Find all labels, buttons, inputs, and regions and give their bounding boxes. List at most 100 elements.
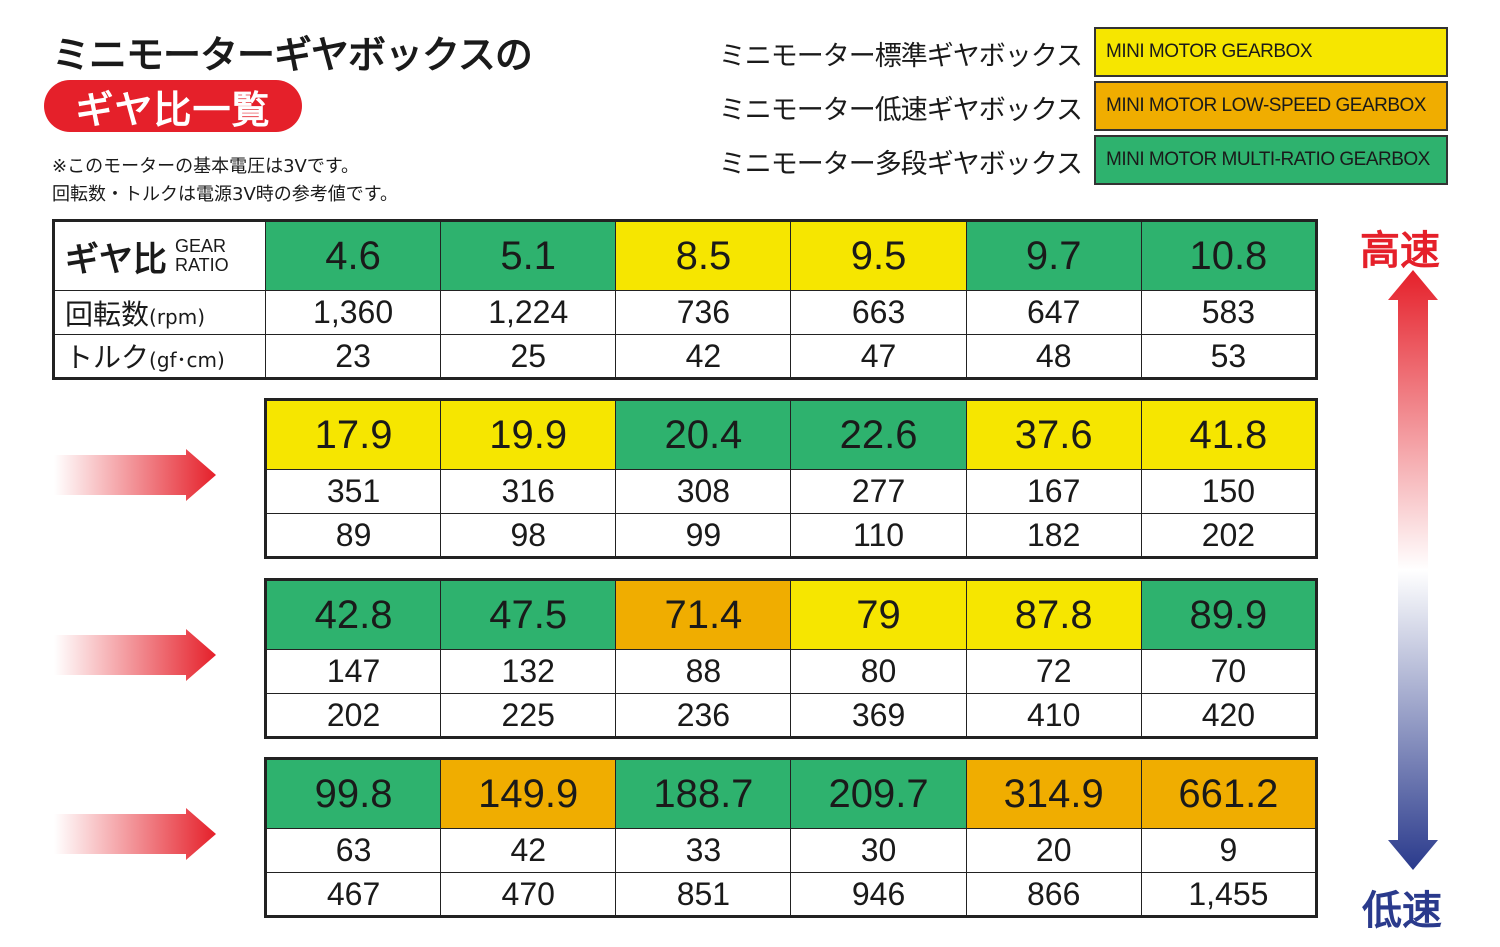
gear-en-line1: GEAR [175,236,227,256]
ratio-cell: 20.4 [615,399,792,470]
ratio-cell: 209.7 [790,758,967,829]
ratio-cell: 8.5 [615,220,792,291]
rpm-cell: 316 [440,469,617,514]
torque-cell: 866 [965,872,1142,917]
ratio-cell: 71.4 [615,579,792,650]
high-speed-label: 高速 [1360,228,1440,274]
torque-cell: 236 [615,693,792,738]
torque-cell: 98 [440,513,617,558]
ratio-cell: 9.5 [790,220,967,291]
torque-cell: 48 [965,334,1142,379]
ratio-cell: 19.9 [440,399,617,470]
ratio-cell: 5.1 [440,220,617,291]
rpm-cell: 72 [965,649,1142,694]
ratio-cell: 22.6 [790,399,967,470]
torque-cell: 42 [615,334,792,379]
voltage-note: ※このモーターの基本電圧は3Vです。 [52,156,360,177]
torque-cell: 851 [615,872,792,917]
gear-table-2: 17.9 19.9 20.4 22.6 37.6 41.8 351 316 308 277 167 1… [264,398,1318,559]
torque-cell: 99 [615,513,792,558]
ratio-cell: 661.2 [1140,758,1318,829]
rpm-cell: 88 [615,649,792,694]
torque-cell: 89 [264,513,442,558]
torque-label: トルク [65,341,150,374]
ratio-cell: 99.8 [264,758,442,829]
rpm-cell: 167 [965,469,1142,514]
ratio-cell: 17.9 [264,399,442,470]
torque-cell: 1,455 [1140,872,1318,917]
legend-low-speed-box: MINI MOTOR LOW-SPEED GEARBOX [1094,81,1448,131]
continue-arrow-icon [54,449,216,501]
rpm-cell: 9 [1140,828,1318,873]
speed-gradient-arrow-icon [1388,270,1438,870]
torque-cell: 202 [264,693,442,738]
gear-ratio-label: ギヤ比 [65,239,167,280]
ratio-cell: 314.9 [965,758,1142,829]
torque-cell: 53 [1140,334,1318,379]
ratio-cell: 47.5 [440,579,617,650]
page-title: ミニモーターギヤボックスの [52,33,533,77]
ratio-cell: 79 [790,579,967,650]
page-subtitle-badge: ギヤ比一覧 [44,80,302,132]
torque-unit: (gf･cm) [149,348,225,372]
rpm-cell: 63 [264,828,442,873]
ratio-cell: 188.7 [615,758,792,829]
legend-standard-label: ミニモーター標準ギヤボックス [718,41,1083,72]
torque-cell: 25 [440,334,617,379]
legend-standard-box: MINI MOTOR GEARBOX [1094,27,1448,77]
torque-header: トルク(gf･cm) [53,334,266,379]
ratio-cell: 149.9 [440,758,617,829]
rpm-cell: 277 [790,469,967,514]
rpm-cell: 42 [440,828,617,873]
rpm-cell: 30 [790,828,967,873]
ratio-cell: 4.6 [264,220,442,291]
torque-cell: 47 [790,334,967,379]
rpm-cell: 147 [264,649,442,694]
rpm-unit: (rpm) [149,304,206,329]
torque-cell: 182 [965,513,1142,558]
rpm-cell: 150 [1140,469,1318,514]
torque-cell: 369 [790,693,967,738]
gear-table-3: 42.8 47.5 71.4 79 87.8 89.9 147 132 88 80 72 70 202 2… [264,578,1318,739]
rpm-cell: 663 [790,290,967,335]
rpm-cell: 351 [264,469,442,514]
torque-cell: 420 [1140,693,1318,738]
rpm-label: 回転数 [65,297,150,331]
continue-arrow-icon [54,808,216,860]
legend-multi-ratio-box: MINI MOTOR MULTI-RATIO GEARBOX [1094,135,1448,185]
legend-low-speed-label: ミニモーター低速ギヤボックス [718,95,1083,126]
torque-cell: 467 [264,872,442,917]
rpm-cell: 80 [790,649,967,694]
torque-cell: 110 [790,513,967,558]
rpm-cell: 1,360 [264,290,442,335]
ratio-cell: 42.8 [264,579,442,650]
torque-cell: 946 [790,872,967,917]
torque-cell: 202 [1140,513,1318,558]
gear-ratio-en-label: GEAR RATIO [175,237,229,275]
rpm-cell: 1,224 [440,290,617,335]
torque-cell: 23 [264,334,442,379]
ratio-cell: 41.8 [1140,399,1318,470]
rpm-cell: 33 [615,828,792,873]
rpm-cell: 70 [1140,649,1318,694]
ratio-cell: 87.8 [965,579,1142,650]
ratio-cell: 89.9 [1140,579,1318,650]
gear-ratio-header: ギヤ比 GEAR RATIO [53,220,266,291]
gear-table-1: ギヤ比 GEAR RATIO 4.6 5.1 8.5 9.5 9.7 10.8 … [52,219,1318,380]
torque-cell: 225 [440,693,617,738]
rpm-cell: 647 [965,290,1142,335]
reference-note: 回転数・トルクは電源3V時の参考値です。 [52,184,398,205]
rpm-cell: 583 [1140,290,1318,335]
legend-multi-ratio-label: ミニモーター多段ギヤボックス [718,149,1083,180]
rpm-header: 回転数(rpm) [53,290,266,335]
ratio-cell: 10.8 [1140,220,1318,291]
rpm-cell: 20 [965,828,1142,873]
ratio-cell: 9.7 [965,220,1142,291]
gear-table-4: 99.8 149.9 188.7 209.7 314.9 661.2 63 42 33 30 20 9… [264,757,1318,918]
torque-cell: 470 [440,872,617,917]
low-speed-label: 低速 [1362,888,1442,934]
continue-arrow-icon [54,629,216,681]
rpm-cell: 736 [615,290,792,335]
rpm-cell: 308 [615,469,792,514]
ratio-cell: 37.6 [965,399,1142,470]
